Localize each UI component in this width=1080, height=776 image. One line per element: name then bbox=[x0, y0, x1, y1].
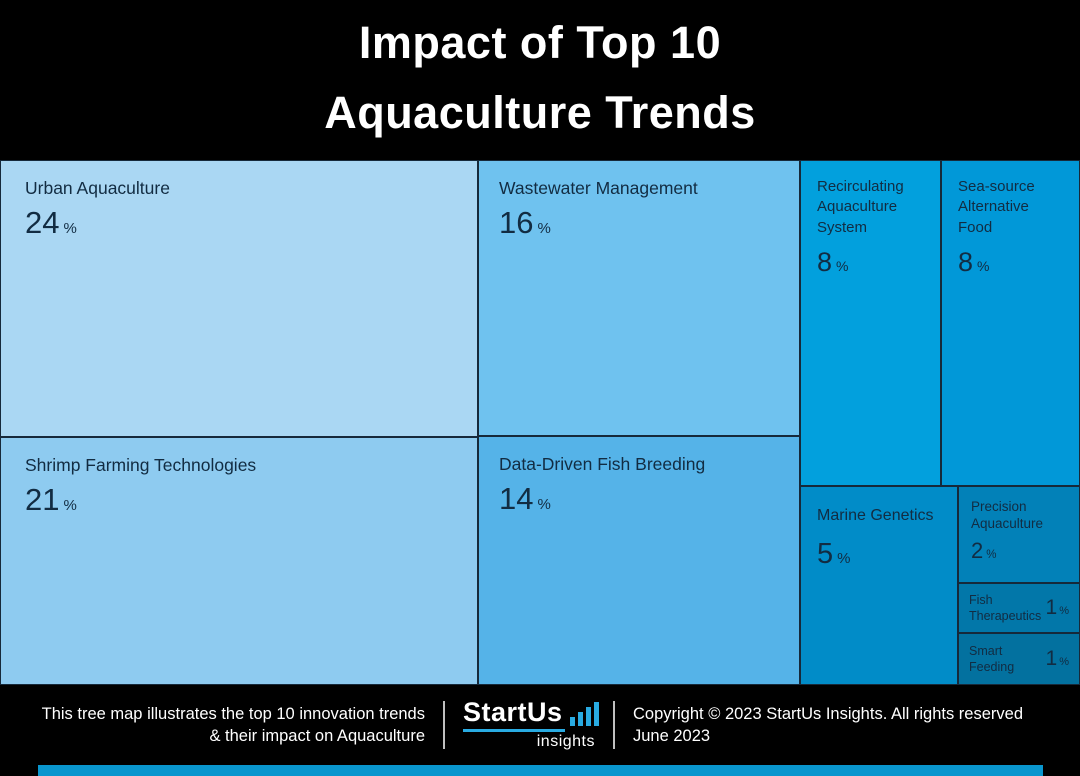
cell-value-number: 8 bbox=[817, 246, 833, 277]
cell-label: Fish Therapeutics bbox=[969, 592, 1042, 623]
cell-value-number: 5 bbox=[817, 537, 834, 570]
cell-label: Wastewater Management bbox=[499, 178, 698, 198]
page-title: Impact of Top 10 Aquaculture Trends bbox=[0, 8, 1080, 148]
percent-sign: % bbox=[537, 495, 551, 513]
page-title-line1: Impact of Top 10 bbox=[358, 17, 722, 68]
logo-wordmark-row: StartUs bbox=[463, 697, 599, 727]
percent-sign: % bbox=[837, 549, 851, 567]
copyright-block: Copyright © 2023 StartUs Insights. All r… bbox=[633, 703, 1073, 748]
percent-sign: % bbox=[63, 496, 77, 514]
percent-sign: % bbox=[836, 257, 849, 274]
cell-value: 14 % bbox=[499, 480, 779, 516]
cell-value: 16 % bbox=[499, 204, 779, 240]
treemap-cell-precision-aquaculture: Precision Aquaculture 2 % bbox=[958, 486, 1080, 583]
startus-insights-logo: StartUs insights bbox=[463, 697, 599, 751]
treemap-cell-smart-feeding: Smart Feeding 1 % bbox=[958, 633, 1080, 685]
cell-value-number: 1 bbox=[1045, 596, 1058, 620]
cell-value-number: 24 bbox=[25, 204, 60, 240]
cell-value-number: 21 bbox=[25, 481, 60, 517]
treemap-cell-fish-therapeutics: Fish Therapeutics 1 % bbox=[958, 583, 1080, 633]
treemap-cell-data-driven-fish-breeding: Data-Driven Fish Breeding 14 % bbox=[478, 436, 800, 685]
cell-label: Precision Aquaculture bbox=[971, 499, 1044, 531]
copyright-date: June 2023 bbox=[633, 727, 711, 745]
treemap-cell-marine-genetics: Marine Genetics 5 % bbox=[800, 486, 958, 685]
bar-chart-icon bbox=[569, 702, 599, 726]
percent-sign: % bbox=[1059, 656, 1069, 669]
cell-value: 1 % bbox=[1046, 647, 1069, 670]
cell-label: Shrimp Farming Technologies bbox=[25, 455, 257, 475]
cell-value: 24 % bbox=[25, 204, 453, 240]
cell-value-number: 8 bbox=[958, 246, 974, 277]
cell-value: 8 % bbox=[958, 246, 1063, 278]
footer-divider-left bbox=[443, 701, 445, 749]
cell-value-number: 1 bbox=[1045, 647, 1058, 671]
treemap-cell-shrimp-farming-technologies: Shrimp Farming Technologies 21 % bbox=[0, 437, 478, 685]
footer-description-line1: This tree map illustrates the top 10 inn… bbox=[41, 704, 425, 723]
cell-label: Marine Genetics bbox=[817, 507, 934, 524]
percent-sign: % bbox=[537, 219, 551, 237]
cell-label: Sea-source Alternative Food bbox=[958, 178, 1035, 236]
cell-value-number: 14 bbox=[499, 480, 534, 516]
percent-sign: % bbox=[977, 257, 990, 274]
footer-description-line2: & their impact on Aquaculture bbox=[209, 727, 425, 745]
percent-sign: % bbox=[63, 219, 77, 237]
logo-underline bbox=[463, 729, 565, 732]
logo-insights-label: insights bbox=[536, 733, 595, 750]
cell-label: Recirculating Aquaculture System bbox=[817, 178, 904, 236]
percent-sign: % bbox=[1059, 605, 1069, 618]
footer: This tree map illustrates the top 10 inn… bbox=[0, 685, 1080, 765]
cell-value: 2 % bbox=[971, 537, 1067, 563]
treemap-cell-urban-aquaculture: Urban Aquaculture 24 % bbox=[0, 160, 478, 437]
copyright-text: Copyright © 2023 StartUs Insights. All r… bbox=[633, 704, 1023, 723]
bottom-accent-bar bbox=[38, 765, 1043, 776]
page-title-line2: Aquaculture Trends bbox=[324, 86, 756, 138]
cell-value: 1 % bbox=[1046, 596, 1069, 619]
cell-value: 21 % bbox=[25, 481, 453, 517]
cell-value-number: 16 bbox=[499, 204, 534, 240]
cell-label: Data-Driven Fish Breeding bbox=[499, 454, 706, 474]
treemap-cell-sea-source-alternative-food: Sea-source Alternative Food 8 % bbox=[941, 160, 1080, 486]
footer-divider-right bbox=[613, 701, 615, 749]
percent-sign: % bbox=[986, 548, 997, 561]
cell-value-number: 2 bbox=[971, 537, 984, 563]
logo-wordmark: StartUs bbox=[463, 697, 563, 727]
cell-value: 5 % bbox=[817, 537, 941, 571]
cell-label: Urban Aquaculture bbox=[25, 178, 170, 198]
cell-value: 8 % bbox=[817, 246, 924, 278]
treemap-cell-recirculating-aquaculture-system: Recirculating Aquaculture System 8 % bbox=[800, 160, 941, 486]
treemap-chart: Urban Aquaculture 24 % Shrimp Farming Te… bbox=[0, 160, 1080, 685]
footer-description: This tree map illustrates the top 10 inn… bbox=[7, 703, 425, 748]
cell-label: Smart Feeding bbox=[969, 643, 1015, 674]
treemap-cell-wastewater-management: Wastewater Management 16 % bbox=[478, 160, 800, 436]
